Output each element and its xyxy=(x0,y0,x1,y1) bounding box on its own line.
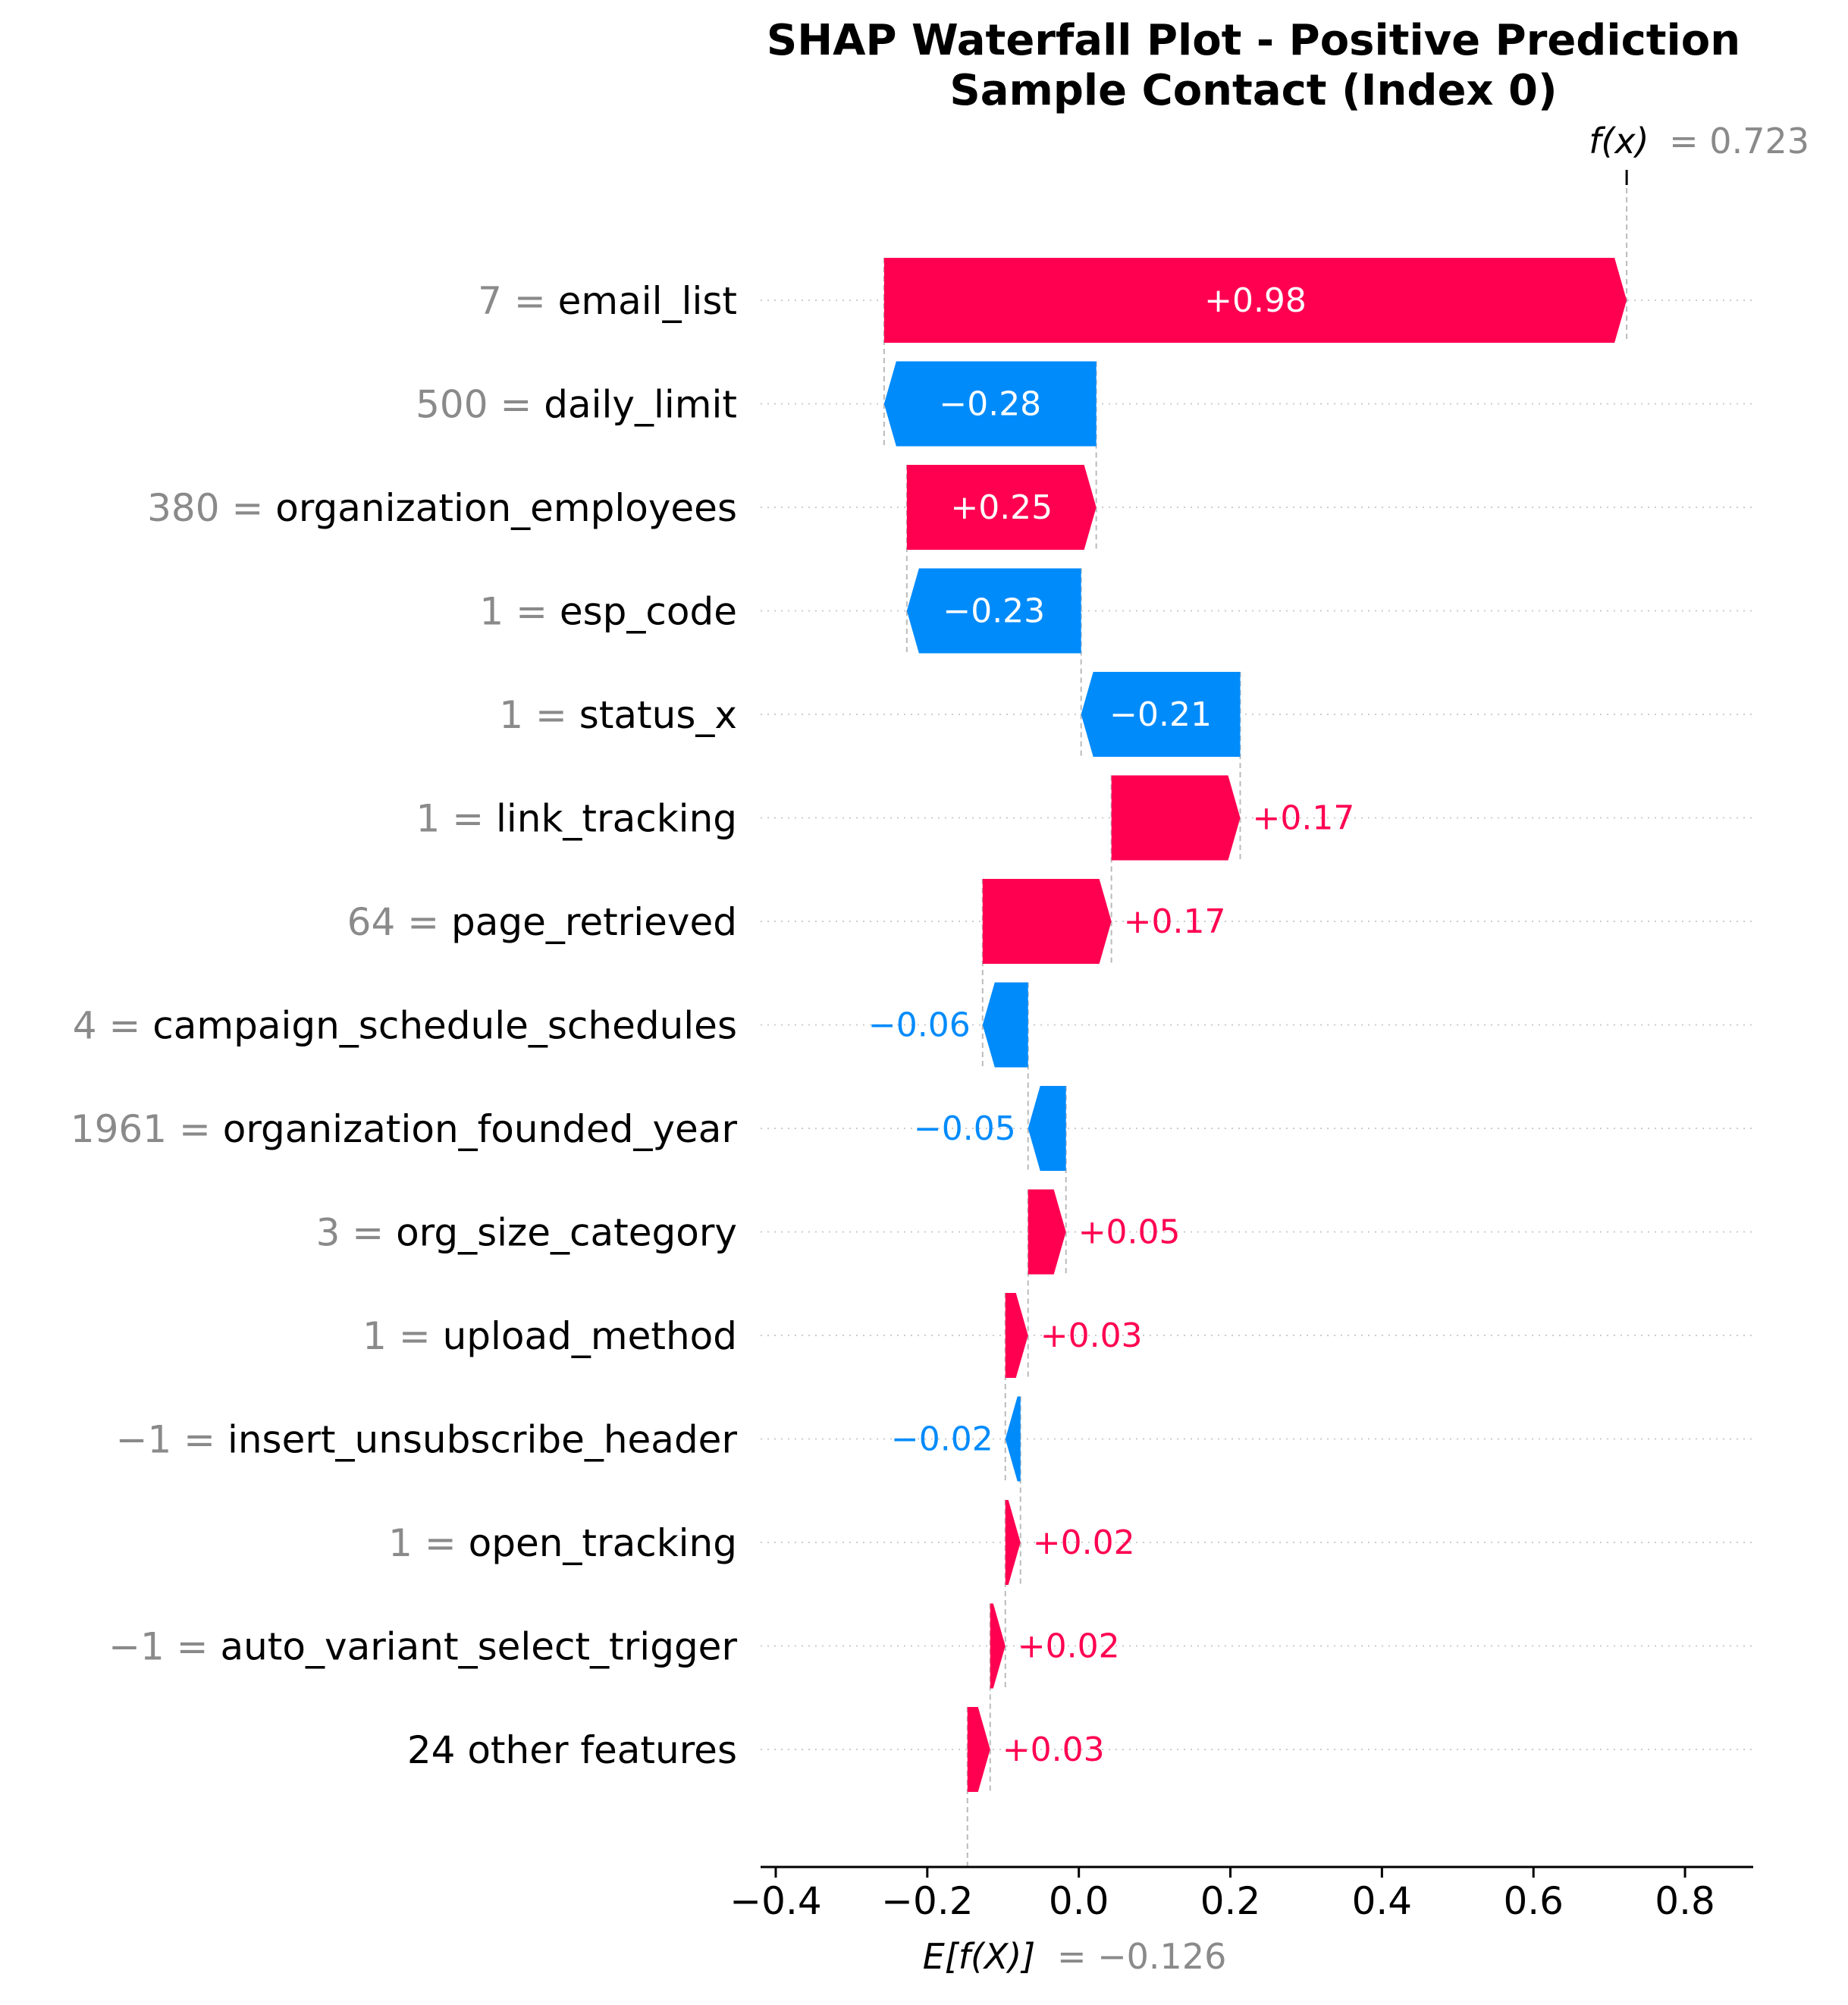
bar-value-label: +0.25 xyxy=(950,488,1053,527)
feature-value: 64 = xyxy=(347,900,451,944)
feature-name: 24 other features xyxy=(407,1728,737,1772)
feature-label: −1 = auto_variant_select_trigger xyxy=(108,1625,737,1669)
x-tick-label: 0.8 xyxy=(1655,1879,1715,1923)
feature-value: −1 = xyxy=(108,1625,220,1669)
bar-value-label: −0.23 xyxy=(943,592,1045,631)
negative-bar xyxy=(1005,1396,1021,1482)
feature-label: 1 = esp_code xyxy=(479,590,737,634)
feature-label: 4 = campaign_schedule_schedules xyxy=(73,1004,737,1048)
feature-value: 1961 = xyxy=(71,1107,223,1151)
feature-value: 7 = xyxy=(478,279,558,323)
feature-value: 1 = xyxy=(499,693,579,737)
base-value-annotation: E[f(X)] = −0.126 xyxy=(923,1936,1227,1977)
bar-value-label: +0.03 xyxy=(1040,1316,1143,1355)
fx-label: f(x) xyxy=(1589,121,1649,162)
x-tick-label: 0.0 xyxy=(1049,1879,1109,1923)
x-axis: −0.4 −0.2 0.0 0.2 0.4 0.6 0.8 xyxy=(729,1865,1753,1923)
fx-value: = 0.723 xyxy=(1669,121,1809,162)
x-tick-label: −0.2 xyxy=(881,1879,973,1923)
feature-label: 1 = status_x xyxy=(499,693,737,737)
feature-name: organization_founded_year xyxy=(223,1107,738,1151)
feature-value: 3 = xyxy=(316,1211,397,1255)
bar-value-label: +0.17 xyxy=(1253,799,1355,838)
bar-value-label: +0.02 xyxy=(1018,1627,1120,1666)
feature-value: 4 = xyxy=(73,1004,153,1048)
positive-bar xyxy=(883,258,1627,343)
bar-value-label: −0.28 xyxy=(939,385,1041,424)
bar-value-label: +0.05 xyxy=(1078,1213,1181,1252)
svg-text:E[f(X)] = −0.126: E[f(X)] = −0.126 xyxy=(923,1936,1227,1977)
positive-bar xyxy=(1111,775,1241,861)
feature-name: open_tracking xyxy=(469,1521,737,1565)
bar-value-label: +0.03 xyxy=(1002,1730,1105,1769)
feature-value: −1 = xyxy=(116,1418,227,1462)
feature-label: 1 = link_tracking xyxy=(416,797,738,841)
positive-bar xyxy=(967,1707,990,1792)
waterfall-bars: +0.98 −0.28 +0.25 −0.23 −0.21 +0.17 +0.17 −0.06… xyxy=(868,258,1627,1792)
feature-name: link_tracking xyxy=(496,797,737,841)
feature-label: 3 = org_size_category xyxy=(316,1211,737,1255)
feature-value: 1 = xyxy=(388,1521,469,1565)
feature-name: page_retrieved xyxy=(451,900,737,944)
x-tick-label: 0.6 xyxy=(1503,1879,1564,1923)
feature-label: −1 = insert_unsubscribe_header xyxy=(116,1418,738,1462)
feature-label: 7 = email_list xyxy=(478,279,737,323)
feature-label: 24 other features xyxy=(407,1728,737,1772)
feature-label: 1961 = organization_founded_year xyxy=(71,1107,738,1151)
feature-value: 500 = xyxy=(416,383,544,427)
feature-name: org_size_category xyxy=(396,1211,737,1255)
base-value: = −0.126 xyxy=(1057,1936,1226,1977)
feature-label: 1 = open_tracking xyxy=(388,1521,737,1565)
row-gridlines xyxy=(761,300,1753,1750)
chart-title-line-1: SHAP Waterfall Plot - Positive Predictio… xyxy=(767,16,1740,65)
negative-bar xyxy=(1081,672,1241,757)
positive-bar xyxy=(1005,1293,1028,1378)
bar-value-label: −0.02 xyxy=(891,1420,993,1459)
bar-value-label: +0.98 xyxy=(1204,281,1307,320)
feature-name: organization_employees xyxy=(275,486,737,530)
feature-name: email_list xyxy=(558,279,737,323)
positive-bar xyxy=(1005,1500,1021,1585)
bar-value-label: +0.17 xyxy=(1124,902,1226,941)
x-tick-label: 0.2 xyxy=(1200,1879,1261,1923)
feature-label: 1 = upload_method xyxy=(362,1314,737,1358)
feature-value: 1 = xyxy=(416,797,497,841)
positive-bar xyxy=(1028,1189,1066,1275)
feature-label: 64 = page_retrieved xyxy=(347,900,737,944)
feature-name: daily_limit xyxy=(544,383,737,427)
positive-bar xyxy=(906,465,1097,550)
feature-value: 1 = xyxy=(362,1314,443,1358)
feature-name: campaign_schedule_schedules xyxy=(152,1004,737,1048)
fx-annotation: f(x) = 0.723 xyxy=(1589,121,1809,162)
chart-title-line-2: Sample Contact (Index 0) xyxy=(949,66,1557,115)
bar-value-label: −0.05 xyxy=(914,1109,1016,1148)
feature-name: insert_unsubscribe_header xyxy=(227,1418,737,1462)
feature-name: esp_code xyxy=(560,590,737,634)
negative-bar xyxy=(906,568,1081,654)
x-tick-label: −0.4 xyxy=(729,1879,821,1923)
base-label: E[f(X)] xyxy=(923,1936,1036,1977)
feature-label: 500 = daily_limit xyxy=(416,383,737,427)
negative-bar xyxy=(982,982,1028,1068)
positive-bar xyxy=(982,879,1112,964)
bar-value-label: −0.21 xyxy=(1109,695,1212,734)
positive-bar xyxy=(990,1603,1006,1689)
negative-bar xyxy=(1028,1086,1066,1171)
bar-value-label: +0.02 xyxy=(1033,1523,1135,1562)
svg-text:f(x) = 0.723: f(x) = 0.723 xyxy=(1589,121,1809,162)
feature-name: status_x xyxy=(579,693,737,737)
feature-label: 380 = organization_employees xyxy=(147,486,737,530)
feature-value: 1 = xyxy=(479,590,560,634)
feature-labels: 7 = email_list 500 = daily_limit 380 = org… xyxy=(71,279,738,1772)
feature-name: upload_method xyxy=(443,1314,737,1358)
feature-name: auto_variant_select_trigger xyxy=(220,1625,737,1669)
feature-value: 380 = xyxy=(147,486,275,530)
negative-bar xyxy=(883,361,1097,447)
x-tick-label: 0.4 xyxy=(1352,1879,1413,1923)
bar-value-label: −0.06 xyxy=(868,1006,971,1045)
